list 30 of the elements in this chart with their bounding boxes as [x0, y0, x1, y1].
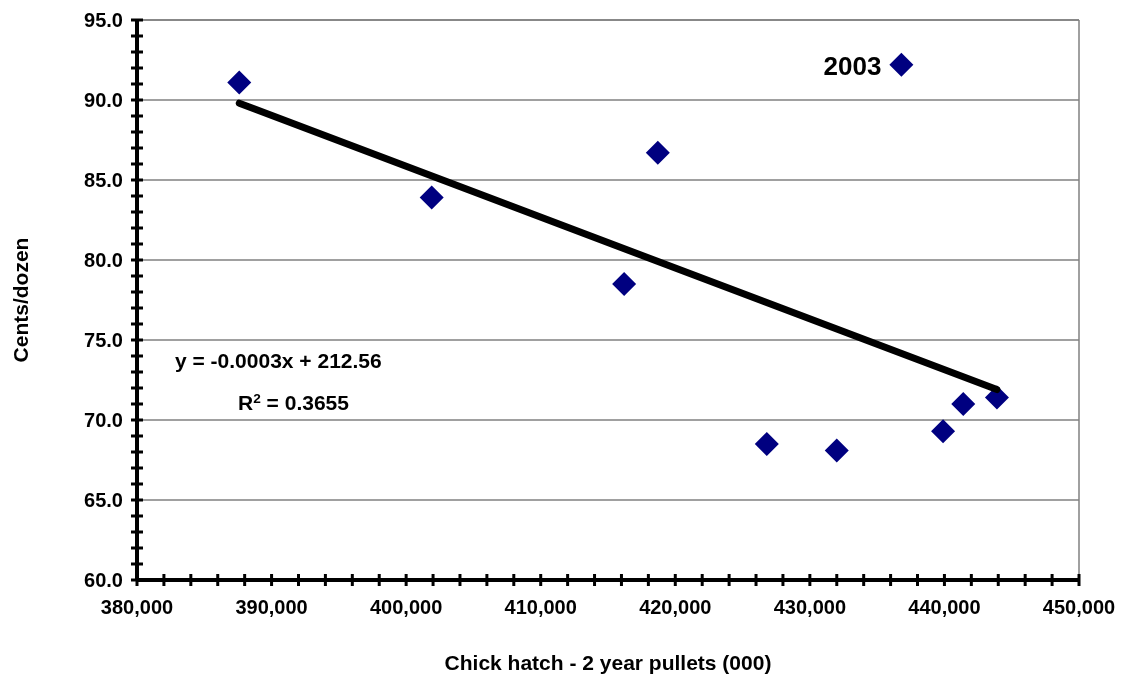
point	[931, 419, 956, 444]
y-tick-label: 85.0	[84, 169, 123, 191]
y-tick-label: 75.0	[84, 329, 123, 351]
x-tick-label: 430,000	[773, 596, 847, 618]
x-axis-title: Chick hatch - 2 year pullets (000)	[444, 651, 772, 674]
point	[951, 392, 976, 416]
y-axis-title: Cents/dozen	[9, 237, 32, 363]
annotation: R$^{2}$ = 0.3655	[238, 390, 350, 414]
x-tick-label: 380,000	[100, 596, 174, 618]
y-tick-label: 95.0	[84, 9, 123, 31]
point	[754, 432, 779, 456]
x-tick-label: 400,000	[369, 596, 443, 618]
point	[824, 438, 849, 463]
y-tick-label: 70.0	[84, 409, 123, 431]
y-tick-label: 80.0	[84, 249, 123, 271]
x-tick-label: 420,000	[639, 596, 712, 618]
x-tick-label: 410,000	[504, 596, 577, 618]
y-tick-label: 90.0	[84, 89, 123, 111]
point	[889, 52, 914, 77]
annotation: 2003	[823, 50, 882, 81]
x-tick-label: 390,000	[235, 596, 308, 618]
x-tick-label: 440,000	[908, 596, 981, 618]
point	[227, 70, 252, 95]
annotation: y = -0.0003x + 212.56	[175, 349, 382, 372]
point	[612, 272, 637, 296]
y-tick-label: 60.0	[84, 569, 123, 591]
x-tick-label: 450,000	[1042, 596, 1116, 618]
point	[419, 185, 444, 210]
y-tick-label: 65.0	[84, 489, 123, 511]
point	[645, 140, 670, 165]
